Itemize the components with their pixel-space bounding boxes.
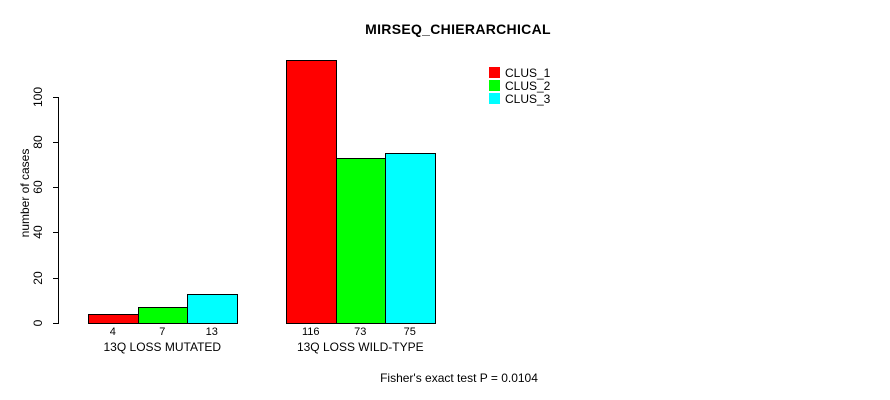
chart-title: MIRSEQ_CHIERARCHICAL (365, 21, 551, 37)
bar-value-label: 4 (109, 326, 116, 338)
legend-label-clus_2: CLUS_2 (505, 79, 551, 93)
y-axis-tick-label: 0 (31, 319, 45, 327)
y-axis-tick-label: 40 (31, 225, 45, 240)
y-axis-tick (53, 232, 58, 234)
y-axis-tick-label: 20 (31, 271, 45, 285)
y-axis-tick (53, 96, 58, 98)
legend-label-clus_3: CLUS_3 (505, 92, 551, 106)
y-axis-tick (53, 323, 58, 324)
y-axis-tick-label: 80 (31, 135, 45, 149)
bar-clus_2-group2 (335, 157, 386, 324)
bar-clus_3-group1 (187, 293, 238, 324)
bar-value-label: 75 (403, 326, 416, 338)
y-axis-tick-label: 60 (31, 180, 45, 194)
bar-clus_1-group2 (286, 60, 337, 324)
legend-label-clus_1: CLUS_1 (505, 66, 551, 80)
category-label: 13Q LOSS WILD-TYPE (296, 340, 424, 354)
y-axis-tick (53, 277, 58, 279)
y-axis-tick-label: 100 (31, 86, 45, 107)
y-axis-tick (53, 141, 58, 143)
legend-swatch-clus_1 (489, 66, 500, 78)
stat-annotation: Fisher's exact test P = 0.0104 (380, 371, 538, 385)
bar-clus_3-group2 (385, 153, 436, 324)
bar-clus_1-group1 (88, 313, 139, 324)
bar-value-label: 7 (159, 326, 166, 338)
bar-value-label: 116 (301, 326, 320, 338)
legend-swatch-clus_3 (489, 92, 500, 104)
bar-value-label: 13 (205, 326, 218, 338)
bar-clus_2-group1 (137, 307, 188, 324)
bar-value-label: 73 (354, 326, 367, 338)
category-label: 13Q LOSS MUTATED (103, 340, 222, 354)
y-axis-title: number of cases (18, 148, 32, 238)
y-axis-line (58, 96, 59, 324)
y-axis-tick (53, 187, 58, 189)
legend-swatch-clus_2 (489, 79, 500, 91)
